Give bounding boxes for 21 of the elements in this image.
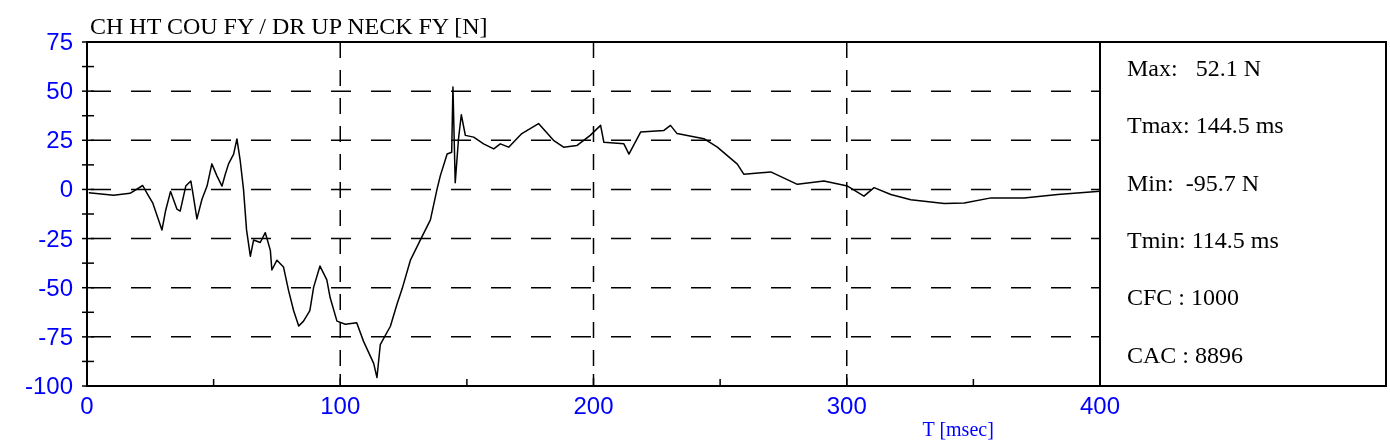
x-tick-label: 400	[1079, 392, 1121, 419]
y-tick-label: 75	[46, 28, 73, 55]
y-tick-label: 25	[46, 126, 73, 154]
text: Tmin: 114.5 ms	[1127, 227, 1279, 253]
y-tick-label: 0	[59, 175, 73, 203]
x-tick-label: 300	[826, 392, 867, 419]
text: CFC : 1000	[1127, 284, 1240, 311]
y-tick-label: -75	[38, 322, 73, 350]
y-tick-label: -100	[24, 372, 73, 399]
x-tick-label: 100	[320, 392, 361, 419]
x-axis-title: T [msec]	[922, 418, 994, 440]
text: Tmax: 144.5 ms	[1127, 112, 1284, 139]
y-tick-label: -25	[38, 224, 73, 252]
text: Min: -95.7 N	[1127, 169, 1259, 196]
x-tick-label: 200	[573, 392, 614, 419]
x-tick-label: 0	[80, 392, 94, 419]
y-tick-label: -50	[38, 273, 73, 301]
chart-title: CH HT COU FY / DR UP NECK FY [N]	[90, 13, 488, 39]
text: CAC : 8896	[1127, 341, 1244, 368]
text: Max: 52.1 N	[1127, 55, 1261, 81]
y-tick-label: 50	[46, 77, 73, 105]
